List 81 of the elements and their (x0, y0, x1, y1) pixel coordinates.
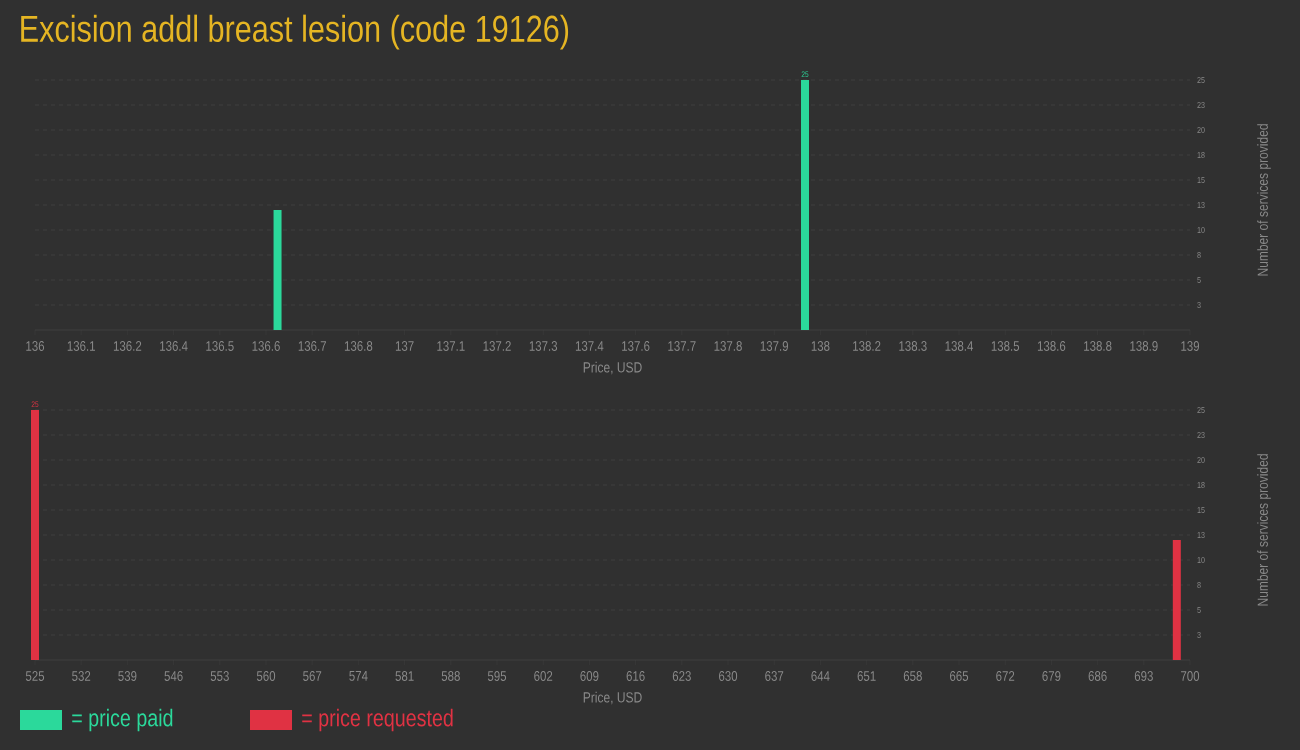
x-tick-label: 637 (765, 671, 784, 681)
x-tick-label: 553 (210, 671, 229, 681)
x-tick-label: 616 (626, 671, 645, 681)
legend-label: = price requested (302, 708, 453, 732)
x-tick-label: 139 (1181, 341, 1200, 351)
x-tick-label: 136.5 (206, 341, 234, 351)
x-axis-title: Price, USD (583, 691, 642, 705)
x-tick-label: 138.8 (1084, 341, 1112, 351)
x-tick-label: 700 (1181, 671, 1200, 681)
x-tick-label: 644 (811, 671, 830, 681)
x-tick-label: 609 (580, 671, 599, 681)
y-tick-label: 20 (1197, 126, 1205, 134)
data-label: 25 (801, 71, 809, 78)
x-tick-label: 138.2 (853, 341, 881, 351)
x-tick-label: 658 (903, 671, 922, 681)
x-tick-label: 630 (719, 671, 738, 681)
y-tick-label: 15 (1197, 506, 1205, 514)
y-tick-label: 3 (1197, 631, 1201, 639)
x-tick-label: 137.9 (760, 341, 789, 351)
x-tick-label: 136.8 (344, 341, 373, 351)
y-tick-label: 25 (1197, 406, 1205, 414)
y-tick-label: 8 (1197, 581, 1201, 589)
x-tick-label: 581 (395, 671, 414, 681)
x-tick-label: 686 (1088, 671, 1107, 681)
x-tick-label: 138.5 (991, 341, 1020, 351)
x-tick-label: 137 (395, 341, 414, 351)
y-tick-label: 20 (1197, 456, 1205, 464)
y-tick-label: 13 (1197, 201, 1205, 209)
x-tick-label: 137.2 (483, 341, 511, 351)
x-tick-label: 136 (26, 341, 45, 351)
x-tick-label: 136.2 (113, 341, 142, 351)
y-tick-label: 23 (1197, 431, 1205, 439)
y-tick-label: 23 (1197, 101, 1205, 109)
x-tick-label: 136.7 (298, 341, 326, 351)
x-tick-label: 137.8 (714, 341, 742, 351)
x-tick-label: 138.3 (899, 341, 927, 351)
x-tick-label: 138 (811, 341, 830, 351)
x-tick-label: 679 (1042, 671, 1061, 681)
y-tick-label: 18 (1197, 481, 1205, 489)
y-tick-label: 15 (1197, 176, 1205, 184)
y-tick-label: 25 (1197, 76, 1205, 84)
y-tick-label: 18 (1197, 151, 1205, 159)
x-tick-label: 137.4 (575, 341, 604, 351)
x-tick-label: 532 (72, 671, 91, 681)
x-tick-label: 137.3 (529, 341, 558, 351)
x-tick-label: 595 (487, 671, 507, 681)
y-tick-label: 5 (1197, 276, 1201, 284)
data-label: 25 (31, 401, 39, 408)
x-tick-label: 623 (672, 671, 691, 681)
y-axis-title: Number of services provided (1257, 124, 1271, 276)
x-tick-label: 693 (1134, 671, 1153, 681)
x-tick-label: 546 (164, 671, 183, 681)
chart-title: Excision addl breast lesion (code 19126) (21, 14, 569, 50)
y-tick-label: 10 (1197, 226, 1205, 234)
x-tick-label: 137.6 (622, 341, 650, 351)
x-tick-label: 138.6 (1037, 341, 1066, 351)
y-tick-label: 5 (1197, 606, 1201, 614)
legend-label: = price paid (72, 708, 173, 732)
x-tick-label: 137.7 (668, 341, 696, 351)
x-tick-label: 138.4 (945, 341, 974, 351)
x-tick-label: 588 (441, 671, 460, 681)
y-tick-label: 13 (1197, 531, 1205, 539)
x-tick-label: 560 (256, 671, 276, 681)
x-tick-label: 602 (534, 671, 553, 681)
x-tick-label: 567 (303, 671, 322, 681)
x-axis-title: Price, USD (583, 361, 642, 375)
x-tick-label: 136.1 (67, 341, 96, 351)
x-tick-label: 138.9 (1130, 341, 1158, 351)
x-tick-label: 574 (349, 671, 368, 681)
y-axis-title: Number of services provided (1257, 454, 1271, 606)
y-tick-label: 3 (1197, 301, 1201, 309)
x-tick-label: 665 (950, 671, 969, 681)
x-tick-label: 136.4 (160, 341, 188, 351)
y-tick-label: 10 (1197, 556, 1205, 564)
x-tick-label: 137.1 (437, 341, 465, 351)
x-tick-label: 672 (996, 671, 1015, 681)
y-tick-label: 8 (1197, 251, 1201, 259)
x-tick-label: 539 (118, 671, 137, 681)
x-tick-label: 651 (857, 671, 876, 681)
x-tick-label: 136.6 (252, 341, 280, 351)
x-tick-label: 525 (25, 671, 45, 681)
